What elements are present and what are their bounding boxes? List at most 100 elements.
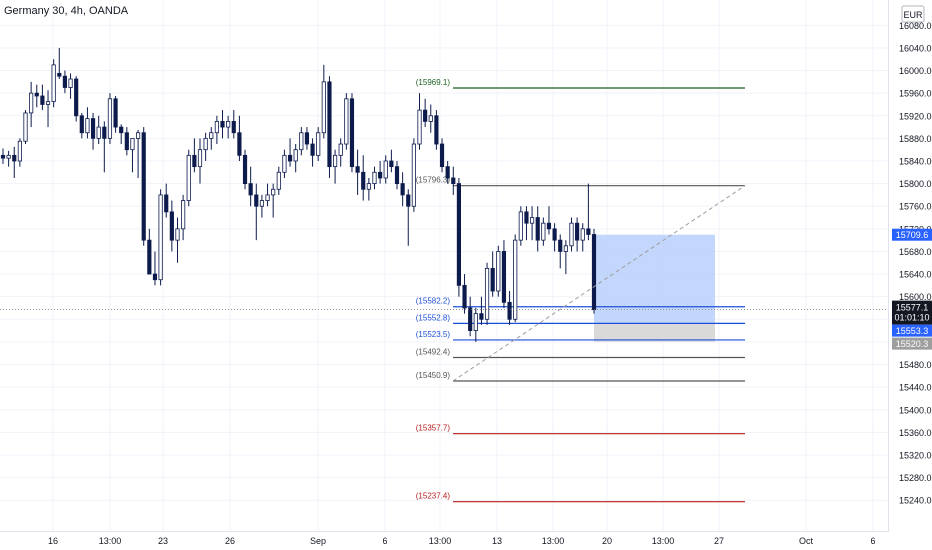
- candle-body: [29, 92, 34, 114]
- candle-body: [456, 183, 462, 286]
- fib-level-label: (15357.7): [416, 424, 451, 433]
- price-label-tag: [892, 228, 932, 241]
- candle-body: [102, 126, 107, 139]
- candle-body: [124, 132, 129, 151]
- candle-body: [299, 132, 304, 151]
- price-tick-label: 15400.0: [899, 405, 932, 415]
- candle-body: [344, 98, 349, 145]
- price-tick-label: 16040.0: [899, 43, 932, 53]
- candle-body: [327, 81, 332, 168]
- candle-body: [580, 228, 585, 241]
- time-tick-label: 23: [158, 536, 168, 546]
- candle-body: [406, 194, 411, 207]
- time-tick-label: 6: [382, 536, 387, 546]
- candle-body: [226, 121, 231, 128]
- candle-body: [119, 126, 124, 134]
- price-label-text: 15553.3: [896, 326, 929, 336]
- candle-body: [6, 154, 11, 159]
- time-tick-label: 13:00: [542, 536, 565, 546]
- candle-body: [287, 154, 293, 162]
- currency-badge[interactable]: [901, 5, 925, 23]
- candle-body: [349, 98, 355, 168]
- candle-body: [90, 118, 96, 139]
- candle-body: [400, 183, 405, 196]
- time-tick-label: 13:00: [652, 536, 675, 546]
- candle-body: [366, 183, 371, 190]
- currency-label: EUR: [903, 10, 923, 20]
- candle-body: [203, 137, 208, 151]
- target-zone: [594, 234, 715, 324]
- price-label-tag: [892, 337, 932, 350]
- candle-body: [186, 154, 191, 201]
- candle-body: [79, 115, 84, 134]
- candle-body: [17, 140, 22, 162]
- candle-body: [62, 75, 68, 88]
- candle-body: [332, 154, 338, 168]
- price-label-text: 15709.6: [896, 230, 929, 240]
- time-tick-label: 13:00: [99, 536, 122, 546]
- candle-body: [209, 132, 214, 139]
- candle-body: [107, 98, 113, 139]
- candle-body: [113, 98, 118, 128]
- candle-body: [558, 239, 563, 252]
- candle-body: [439, 143, 445, 168]
- candle-body: [513, 239, 518, 320]
- price-tick-label: 15680.0: [899, 247, 932, 257]
- candle-body: [591, 234, 597, 311]
- candle-body: [237, 132, 242, 156]
- candle-body: [411, 143, 416, 207]
- price-axis[interactable]: [889, 0, 932, 531]
- price-tick-label: 15280.0: [899, 473, 932, 483]
- candle-body: [423, 109, 428, 122]
- candles: [0, 47, 597, 342]
- candle-body: [248, 183, 253, 196]
- price-labels: 15577.101:01:10 15709.6 15553.3 15520.3: [892, 228, 932, 350]
- candle-body: [552, 228, 557, 241]
- candle-body: [254, 194, 259, 207]
- price-tick-label: 16000.0: [899, 66, 932, 76]
- price-label-tag: [892, 324, 932, 337]
- candle-body: [152, 273, 158, 281]
- fib-level-label: (15450.9): [416, 371, 451, 380]
- price-tick-label: 15320.0: [899, 450, 932, 460]
- candle-body: [575, 222, 580, 241]
- candle-body: [541, 222, 546, 241]
- candle-body: [355, 166, 360, 173]
- fib-level-label: (15582.2): [416, 297, 451, 306]
- candle-body: [214, 121, 219, 134]
- candle-body: [192, 154, 197, 168]
- candle-body: [316, 132, 321, 156]
- candle-body: [197, 149, 203, 168]
- candle-body: [220, 121, 225, 128]
- candle-body: [169, 211, 174, 241]
- candle-body: [535, 217, 540, 241]
- fib-levels: (15969.1) (15796.3) (15582.2) (15552.8) (155…: [416, 78, 745, 503]
- candle-body: [563, 245, 568, 252]
- candle-body: [158, 194, 163, 281]
- candle-body: [147, 239, 152, 275]
- time-tick-label: 13:00: [429, 536, 452, 546]
- candle-body: [57, 72, 62, 77]
- candle-body: [68, 78, 73, 88]
- candle-body: [569, 222, 574, 247]
- time-tick-label: 27: [714, 536, 724, 546]
- price-tick-label: 15840.0: [899, 156, 932, 166]
- price-label-text: 15520.3: [896, 339, 929, 349]
- symbol-title: Germany 30, 4h, OANDA: [4, 5, 129, 17]
- time-axis-ticks: 16 13:00 23 26 Sep 6 13:00 13 13:00 20 13:00 27 Oct 6: [48, 536, 876, 546]
- candle-body: [276, 171, 281, 190]
- time-tick-label: 13: [492, 536, 502, 546]
- candle-body: [0, 154, 6, 159]
- candle-body: [445, 166, 450, 179]
- time-axis[interactable]: [0, 531, 932, 550]
- candle-body: [490, 268, 495, 292]
- candle-body: [310, 143, 315, 156]
- candle-body: [23, 112, 28, 142]
- candle-body: [304, 132, 310, 145]
- price-tick-label: 16080.0: [899, 21, 932, 31]
- candle-body: [451, 177, 456, 185]
- fib-level-label: (15796.3): [416, 176, 451, 185]
- candle-body: [130, 137, 135, 151]
- fib-level-label: (15552.8): [416, 313, 451, 322]
